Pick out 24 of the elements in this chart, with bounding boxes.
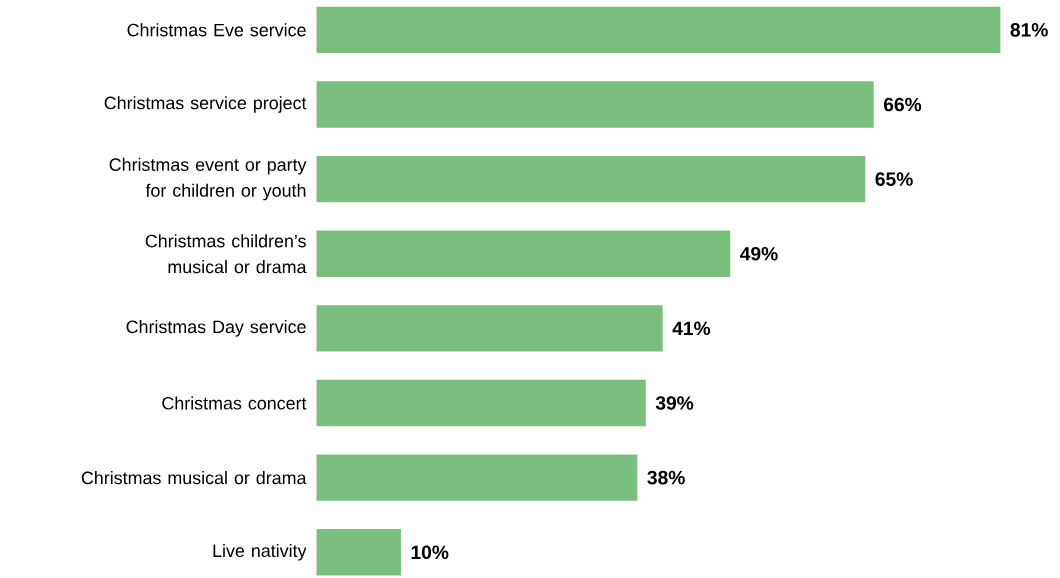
data-label: 81% (1010, 22, 1048, 37)
data-label: 49% (740, 246, 778, 261)
y-tick-label: Christmas Eve service (127, 23, 306, 37)
bar (316, 304, 663, 352)
data-label: 65% (875, 172, 913, 186)
bar (316, 230, 731, 277)
bar (316, 379, 646, 426)
bar (316, 81, 874, 128)
y-tick-label: Christmas Day service (126, 319, 306, 337)
bar (316, 155, 866, 203)
y-tick-label: Christmas musical or drama (81, 470, 307, 484)
y-tick-label: Christmas concert (162, 396, 307, 410)
data-label: 10% (411, 545, 449, 559)
data-label: 39% (655, 395, 694, 410)
data-label: 41% (672, 321, 711, 335)
y-tick-label: Christmas service project (104, 95, 307, 113)
bar (316, 528, 401, 576)
bar (316, 6, 1001, 53)
y-tick-label: Live nativity (213, 543, 307, 561)
y-tick-label: Christmas children’s musical or drama (145, 234, 307, 274)
y-tick-label: Christmas event or party for children or youth (109, 157, 307, 201)
bar (316, 454, 638, 501)
data-label: 66% (883, 97, 922, 112)
data-label: 38% (647, 470, 685, 485)
